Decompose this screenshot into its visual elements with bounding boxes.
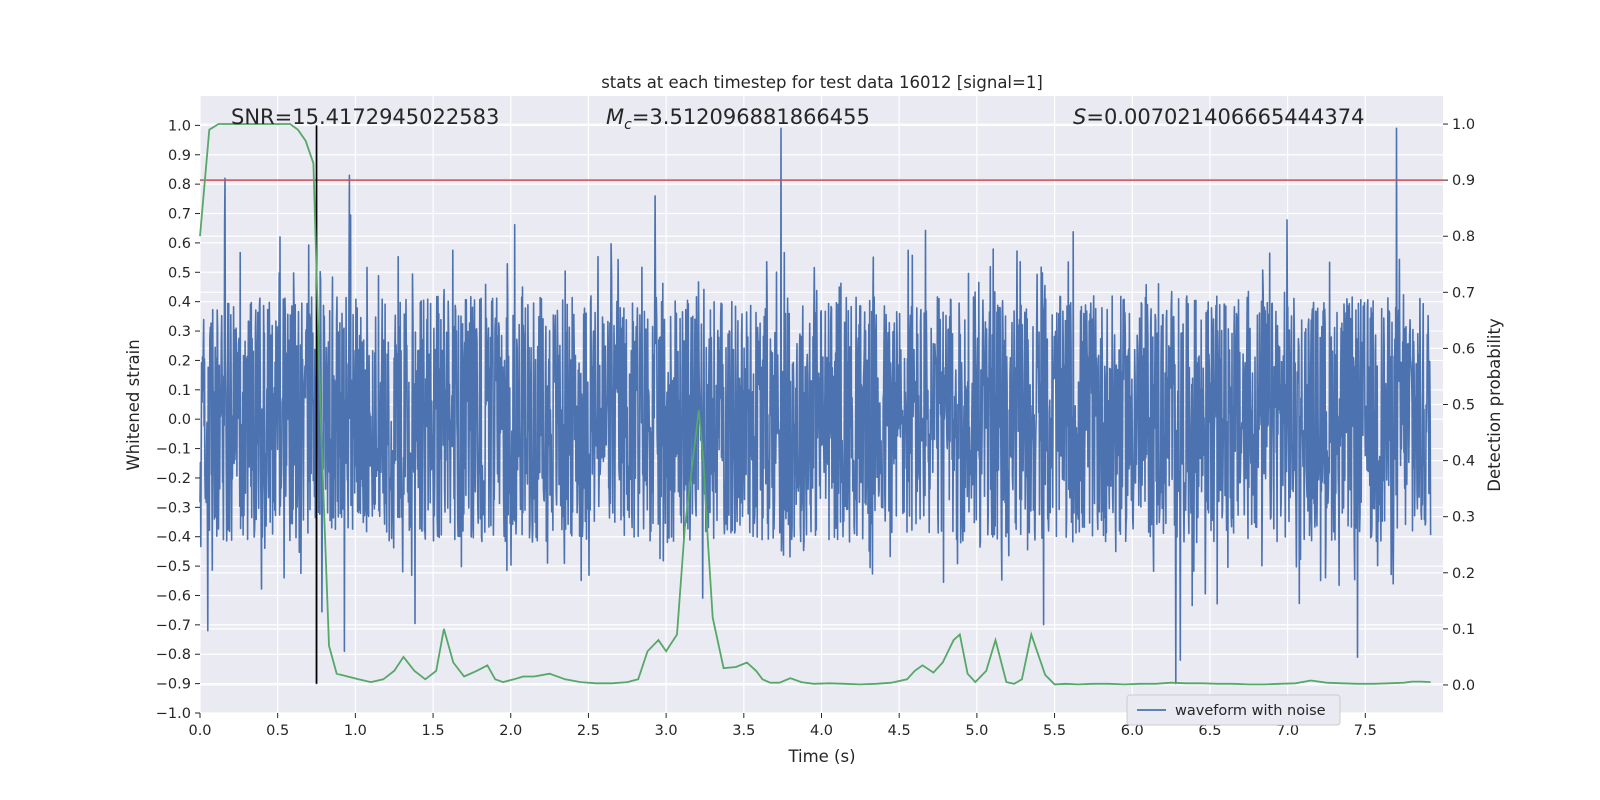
- left-y-axis-label: Whitened strain: [124, 339, 143, 470]
- right-y-tick-label: 0.8: [1452, 229, 1475, 245]
- right-y-tick-label: 0.6: [1452, 341, 1475, 357]
- left-y-tick-label: 0.0: [168, 412, 191, 428]
- x-tick-label: 6.0: [1121, 723, 1144, 739]
- x-tick-label: 6.5: [1198, 723, 1221, 739]
- x-axis-ticks: 0.0 0.5 1.0 1.5 2.0 2.5 3.0 3.5 4.0 4.5 5.0 5.5 6.0 6…: [188, 713, 1377, 739]
- right-y-tick-label: 0.1: [1452, 622, 1475, 638]
- legend-box: [1126, 694, 1341, 726]
- chirp-mass-symbol: M: [606, 105, 624, 129]
- x-tick-label: 1.5: [422, 723, 445, 739]
- x-tick-label: 3.0: [655, 723, 678, 739]
- right-y-tick-label: 0.2: [1452, 566, 1475, 582]
- snr-annotation: SNR=15.4172945022583: [231, 105, 499, 129]
- x-tick-label: 7.0: [1276, 723, 1299, 739]
- chirp-mass-value: =3.512096881866455: [632, 105, 870, 129]
- x-tick-label: 4.5: [888, 723, 911, 739]
- x-tick-label: 7.5: [1354, 723, 1377, 739]
- left-y-tick-label: −0.5: [156, 559, 191, 575]
- right-y-tick-label: 1.0: [1452, 117, 1475, 133]
- left-y-tick-label: −0.6: [156, 588, 191, 604]
- left-y-tick-label: −0.2: [156, 471, 191, 487]
- probability-series-line: [199, 123, 1431, 686]
- left-y-tick-label: 1.0: [168, 118, 191, 134]
- chirp-mass-subscript: c: [624, 117, 632, 133]
- left-y-tick-label: 0.5: [168, 265, 191, 281]
- right-y-tick-label: 0.7: [1452, 285, 1475, 301]
- chart-title: stats at each timestep for test data 160…: [601, 73, 1043, 92]
- right-y-axis-ticks: 1.0 0.9 0.8 0.7 0.6 0.5 0.4 0.3 0.2 0.1 0.0: [1443, 117, 1475, 694]
- left-y-tick-label: −0.3: [156, 500, 191, 516]
- right-y-tick-label: 0.0: [1452, 678, 1475, 694]
- right-y-tick-label: 0.4: [1452, 454, 1475, 470]
- left-y-tick-label: −0.1: [156, 442, 191, 458]
- s-value: =0.007021406665444374: [1086, 105, 1364, 129]
- left-y-tick-label: 0.7: [168, 207, 191, 223]
- x-tick-label: 4.0: [810, 723, 833, 739]
- chirp-mass-annotation: Mc=3.512096881866455: [606, 105, 870, 133]
- left-y-tick-label: 0.3: [168, 324, 191, 340]
- left-y-tick-label: 0.8: [168, 177, 191, 193]
- x-tick-label: 5.5: [1043, 723, 1066, 739]
- x-tick-label: 5.0: [965, 723, 988, 739]
- left-y-tick-label: −1.0: [156, 706, 191, 722]
- waveform-line: [199, 127, 1432, 685]
- right-y-tick-label: 0.9: [1452, 173, 1475, 189]
- x-tick-label: 1.0: [344, 723, 367, 739]
- x-tick-label: 0.0: [188, 723, 211, 739]
- legend-label-waveform: waveform with noise: [1175, 703, 1326, 719]
- left-y-tick-label: 0.9: [168, 148, 191, 164]
- x-axis-label: Time (s): [787, 747, 855, 766]
- waveform-series: [199, 127, 1432, 685]
- x-tick-label: 2.5: [577, 723, 600, 739]
- s-symbol: S: [1073, 105, 1086, 129]
- right-y-axis-label: Detection probability: [1485, 318, 1504, 492]
- left-y-tick-label: 0.6: [168, 236, 191, 252]
- left-y-axis-ticks: 1.0 0.9 0.8 0.7 0.6 0.5 0.4 0.3 0.2 0.1 0.0 −0.1 −0.…: [156, 118, 200, 722]
- left-y-tick-label: 0.1: [168, 383, 191, 399]
- left-y-tick-label: −0.4: [156, 530, 191, 546]
- right-y-tick-label: 0.5: [1452, 398, 1475, 414]
- left-y-tick-label: −0.8: [156, 647, 191, 663]
- left-y-tick-label: 0.4: [168, 295, 191, 311]
- left-y-tick-label: 0.2: [168, 353, 191, 369]
- x-tick-label: 0.5: [266, 723, 289, 739]
- left-y-tick-label: −0.9: [156, 677, 191, 693]
- right-y-tick-label: 0.3: [1452, 510, 1475, 526]
- left-y-tick-label: −0.7: [156, 618, 191, 634]
- legend: waveform with noise: [1126, 694, 1341, 726]
- x-tick-label: 3.5: [732, 723, 755, 739]
- s-annotation: S=0.007021406665444374: [1073, 105, 1364, 129]
- x-tick-label: 2.0: [499, 723, 522, 739]
